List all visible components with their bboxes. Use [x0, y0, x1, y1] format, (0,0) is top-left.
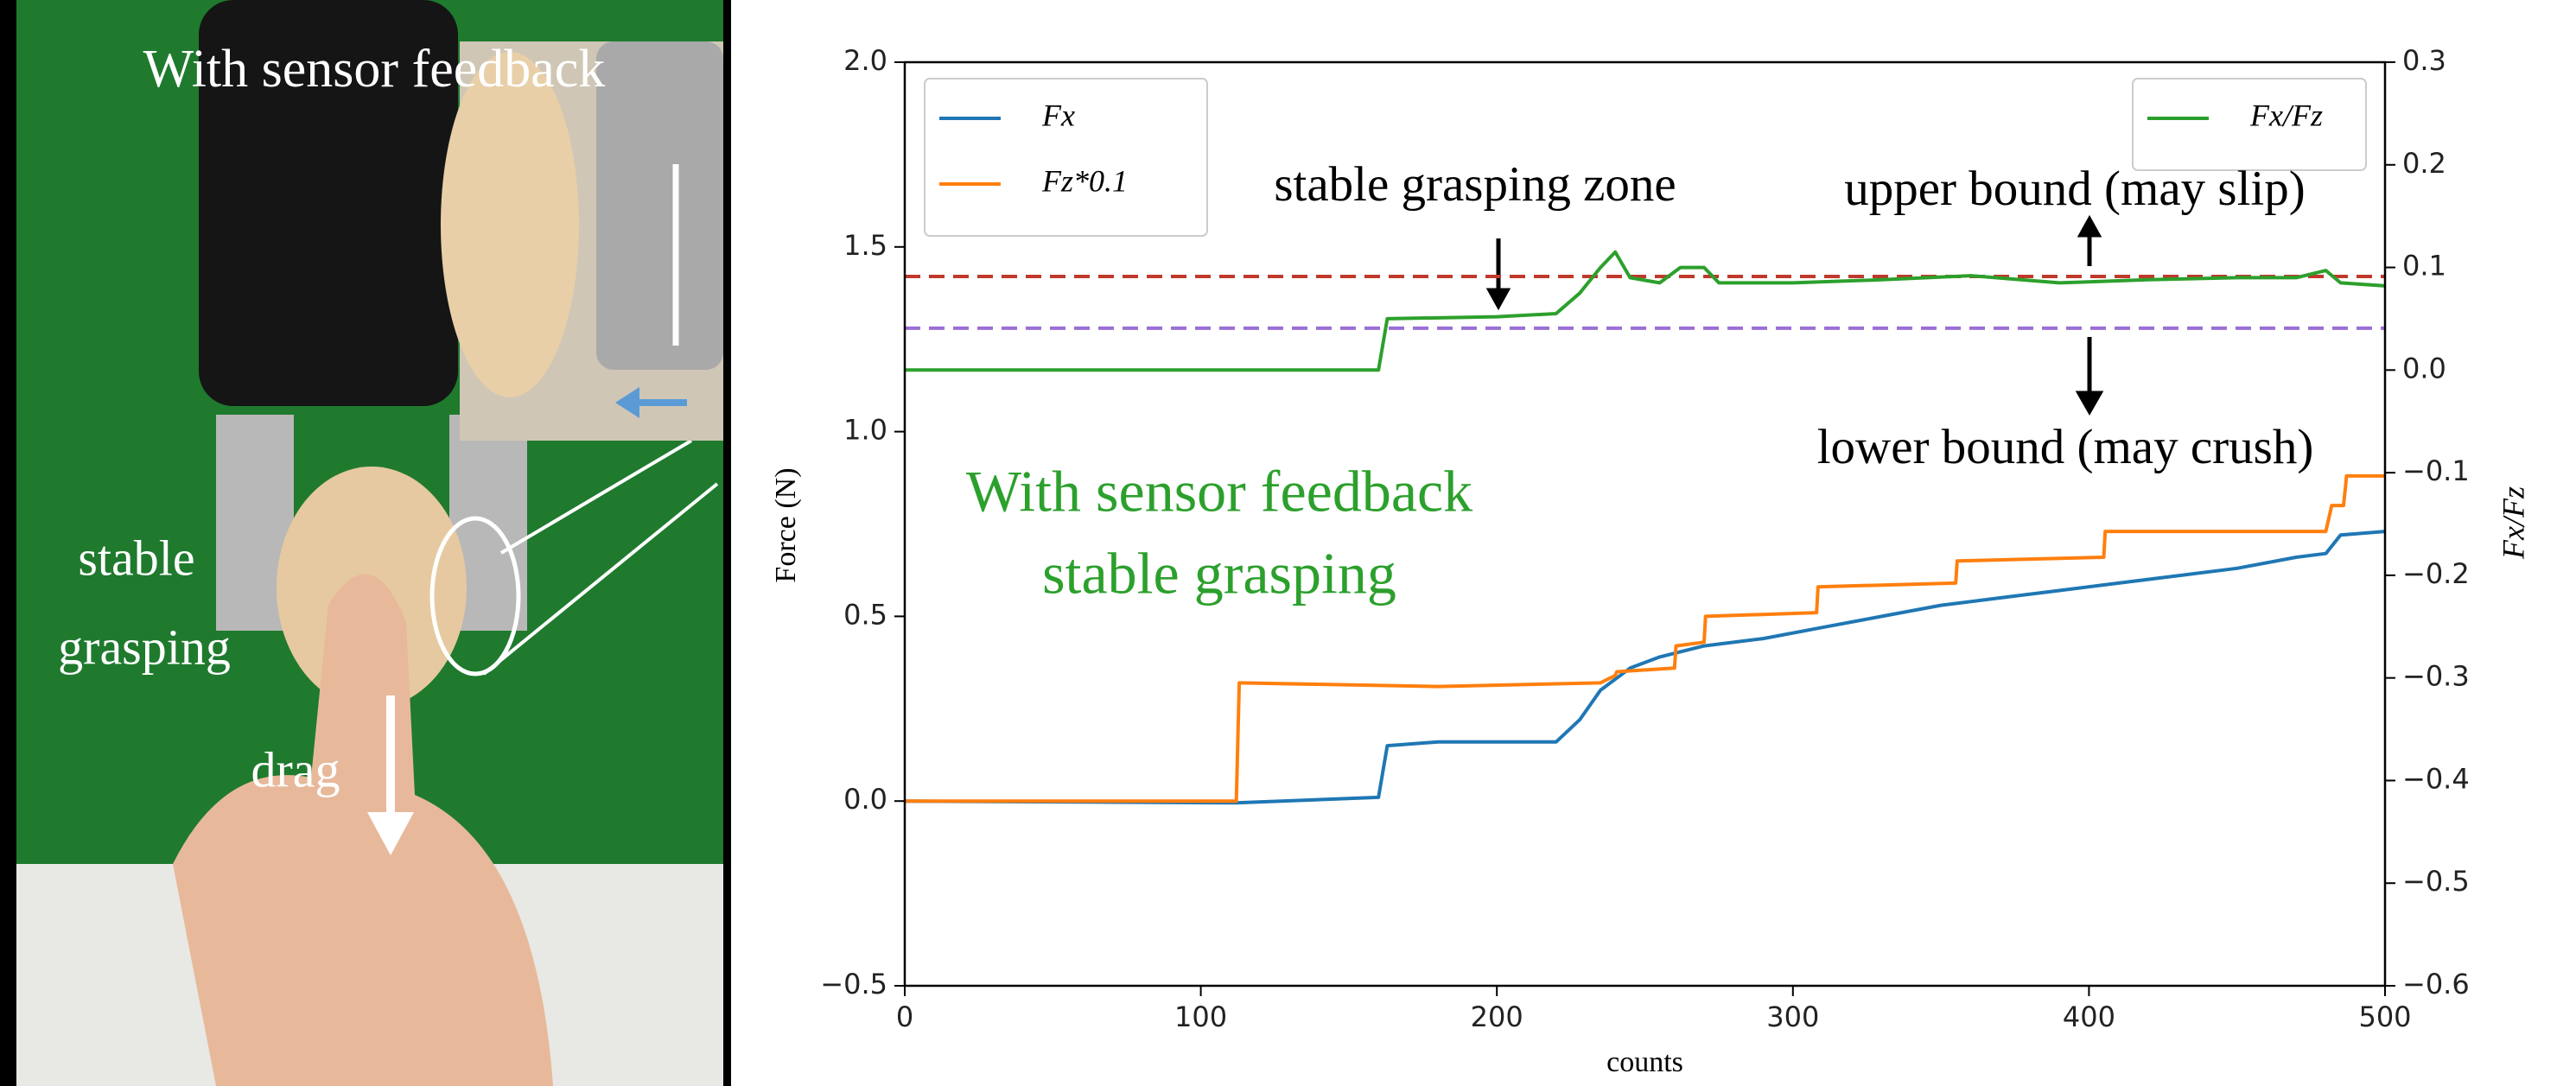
x-tick-label: 0: [896, 1000, 913, 1033]
annotation-arrows: [1485, 214, 2104, 416]
hand: [173, 574, 553, 1086]
x-tick-label: 200: [1471, 1000, 1523, 1033]
zoom-line: [482, 482, 719, 676]
y2-tick-label: 0.3: [2402, 44, 2446, 77]
zoom-line: [499, 439, 693, 555]
arrowhead: [1485, 288, 1511, 311]
annotation: With sensor feedback: [966, 459, 1472, 524]
y-tick-label: 2.0: [843, 44, 887, 77]
annotation: upper bound (may slip): [1844, 162, 2305, 216]
x-tick-label: 500: [2358, 1000, 2411, 1033]
x-axis-label: counts: [1606, 1046, 1683, 1078]
y2-axis-label: Fx/Fz: [2496, 486, 2530, 560]
y2-tick-label: −0.4: [2402, 762, 2470, 795]
inset-arrow: [615, 387, 687, 418]
y-tick-label: 1.0: [843, 414, 887, 447]
y-tick-label: 1.5: [843, 229, 887, 262]
x-tick-label: 400: [2063, 1000, 2115, 1033]
y2-tick-label: −0.2: [2402, 557, 2470, 590]
y-axis-label: Force (N): [770, 467, 802, 582]
x-tick-label: 100: [1174, 1000, 1227, 1033]
annotation: lower bound (may crush): [1817, 420, 2314, 474]
legend-label: Fx/Fz: [2249, 98, 2323, 132]
y2-tick-label: 0.0: [2402, 352, 2446, 384]
gripper-body: [199, 0, 458, 406]
highlight-circle: [429, 516, 521, 676]
photo-label: drag: [251, 741, 340, 797]
y2-tick-label: −0.3: [2402, 660, 2470, 693]
series-line: [904, 530, 2386, 805]
photo-label: With sensor feedback: [143, 40, 606, 98]
y2-tick-label: −0.6: [2402, 968, 2470, 1000]
arrowhead: [2075, 391, 2104, 416]
y2-tick-label: 0.1: [2402, 250, 2446, 283]
photo: [16, 0, 723, 1086]
arrowhead: [2077, 214, 2102, 238]
y2-tick-label: 0.2: [2402, 147, 2446, 180]
legend-box: [2132, 78, 2367, 171]
legend-label: Fz*0.1: [1041, 163, 1128, 198]
series-line: [905, 473, 2385, 803]
y2-tick-label: −0.1: [2402, 454, 2470, 487]
series-line: [905, 250, 2386, 372]
x-tick-label: 300: [1766, 1000, 1819, 1033]
photo-label: stable: [78, 530, 194, 586]
photo-label: grasping: [58, 619, 231, 675]
plot-frame: [903, 60, 2387, 988]
annotation: stable grasping zone: [1274, 157, 1676, 212]
drag-arrowhead: [367, 812, 414, 855]
y-tick-label: 0.0: [843, 783, 887, 816]
annotation: stable grasping: [1042, 541, 1396, 607]
inset-finger: [596, 41, 723, 370]
legend-label: Fx: [1041, 98, 1075, 132]
y2-tick-label: −0.5: [2402, 865, 2470, 898]
inset-egg: [441, 52, 579, 397]
y-tick-label: 0.5: [843, 598, 887, 631]
y-tick-label: −0.5: [820, 968, 887, 1000]
